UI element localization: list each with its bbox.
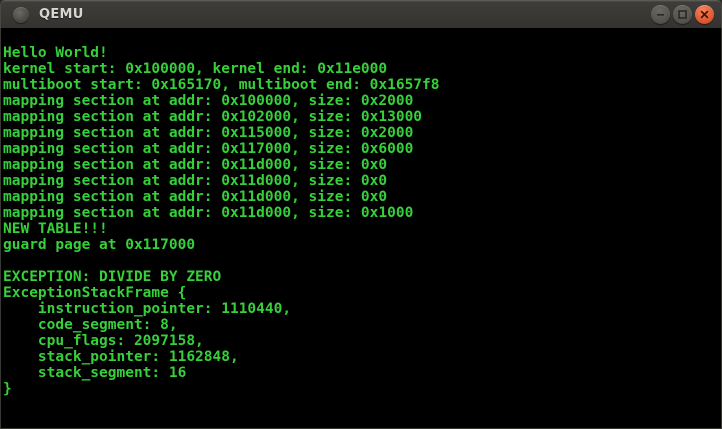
terminal-line: guard page at 0x117000 [3, 237, 196, 253]
close-x-icon [700, 10, 709, 19]
terminal-screen[interactable]: Hello World! kernel start: 0x100000, ker… [1, 28, 721, 428]
terminal-line: multiboot start: 0x165170, multiboot end… [3, 77, 440, 93]
terminal-line: mapping section at addr: 0x11d000, size:… [3, 157, 388, 173]
terminal-line: stack_segment: 16 [3, 365, 187, 381]
terminal-line: mapping section at addr: 0x11d000, size:… [3, 173, 388, 189]
square-icon [678, 10, 687, 19]
terminal-line: instruction_pointer: 1110440, [3, 301, 292, 317]
maximize-button[interactable] [673, 5, 692, 24]
terminal-line: ExceptionStackFrame { [3, 285, 187, 301]
qemu-app-icon [13, 6, 29, 23]
window-titlebar[interactable]: QEMU [0, 0, 722, 28]
terminal-line: code_segment: 8, [3, 317, 178, 333]
window-controls [651, 5, 714, 24]
terminal-line: EXCEPTION: DIVIDE BY ZERO [3, 269, 222, 285]
terminal-frame: Hello World! kernel start: 0x100000, ker… [0, 28, 722, 429]
terminal-line: mapping section at addr: 0x115000, size:… [3, 125, 414, 141]
minus-icon [656, 10, 665, 19]
terminal-line: mapping section at addr: 0x11d000, size:… [3, 205, 414, 221]
terminal-line: } [3, 381, 12, 397]
terminal-line: mapping section at addr: 0x100000, size:… [3, 93, 414, 109]
terminal-line: Hello World! [3, 45, 108, 61]
close-button[interactable] [695, 5, 714, 24]
window-title: QEMU [39, 7, 84, 22]
terminal-line: mapping section at addr: 0x102000, size:… [3, 109, 423, 125]
terminal-line: NEW TABLE!!! [3, 221, 108, 237]
terminal-line: stack_pointer: 1162848, [3, 349, 239, 365]
terminal-line: cpu_flags: 2097158, [3, 333, 204, 349]
terminal-line-blank [3, 253, 721, 269]
terminal-line: mapping section at addr: 0x117000, size:… [3, 141, 414, 157]
minimize-button[interactable] [651, 5, 670, 24]
terminal-line: kernel start: 0x100000, kernel end: 0x11… [3, 61, 388, 77]
terminal-line: mapping section at addr: 0x11d000, size:… [3, 189, 388, 205]
